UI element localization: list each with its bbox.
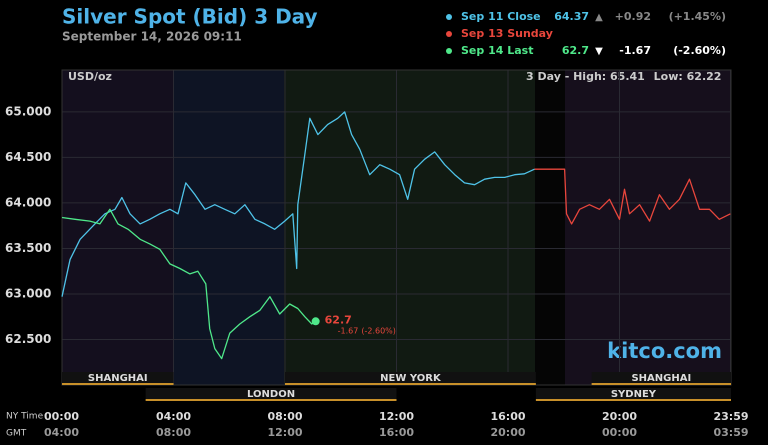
series-line (61, 111, 535, 297)
change: -1.67 (338, 326, 359, 335)
gmt-tick-label: 03:59 (714, 426, 749, 439)
session-shade (174, 70, 284, 385)
y-tick-label: 63.000 (5, 286, 51, 300)
x-tick-label: 04:00 (156, 410, 191, 423)
session-bg (285, 372, 536, 383)
y-tick-label: 62.500 (5, 332, 51, 346)
legend-change-pct: (-2.60%) (673, 44, 726, 57)
x-tick-label: 00:00 (44, 410, 79, 423)
session-bar (591, 383, 731, 385)
session-shade (535, 70, 565, 385)
session-shade (62, 70, 174, 385)
range-text: 3 Day - High: 65.41 Low: 62.22 (526, 70, 721, 83)
legend-arrow: ▲ (595, 12, 603, 23)
x-tick-label: 23:59 (714, 410, 749, 423)
session-bar (535, 399, 731, 401)
x-tick-label: 08:00 (267, 410, 302, 423)
session-bg (62, 372, 174, 383)
legend-marker (446, 14, 452, 20)
session-bar (285, 383, 536, 385)
x-row-label: NY Time (6, 412, 44, 422)
y-axis-label: USD/oz (68, 70, 112, 83)
range-low: 62.22 (687, 70, 722, 83)
gmt-tick-label: 20:00 (490, 426, 525, 439)
gmt-tick-label: 12:00 (267, 426, 302, 439)
session-label: SHANGHAI (631, 373, 691, 384)
gmt-tick-label: 04:00 (44, 426, 79, 439)
range-high: 65.41 (610, 70, 645, 83)
y-tick-label: 64.000 (5, 195, 51, 209)
legend-change: +0.92 (615, 10, 651, 23)
y-tick-label: 65.000 (5, 104, 51, 118)
x-tick-label: 16:00 (490, 410, 525, 423)
legend-last: 62.7 (562, 44, 589, 57)
legend-last: 64.37 (554, 10, 589, 23)
y-tick-label: 63.500 (5, 241, 51, 255)
last-change: -1.67 (-2.60%) (338, 326, 396, 335)
session-bg (535, 388, 731, 399)
watermark: kitco.com (607, 339, 722, 363)
y-tick-label: 64.500 (5, 150, 51, 164)
title: Silver Spot (Bid) 3 Day (62, 5, 318, 29)
last-value: 62.7 (325, 313, 352, 326)
legend-name: Sep 13 Sunday (461, 27, 553, 40)
legend-marker (446, 31, 452, 37)
session-label: NEW YORK (380, 373, 442, 384)
range-low-label: Low: (654, 70, 683, 83)
x-tick-label: 20:00 (602, 410, 637, 423)
legend-marker (446, 48, 452, 54)
legend-arrow: ▼ (595, 46, 603, 57)
legend-change-pct: (+1.45%) (669, 10, 726, 23)
session-bg (591, 372, 731, 383)
session-shade (284, 70, 535, 385)
legend-change: -1.67 (619, 44, 651, 57)
session-shade (565, 70, 731, 385)
series-line (61, 208, 317, 360)
last-point (311, 317, 320, 326)
subtitle: September 14, 2026 09:11 (62, 30, 242, 44)
gmt-tick-label: 16:00 (379, 426, 414, 439)
session-label: SHANGHAI (88, 373, 148, 384)
legend-name: Sep 14 Last (461, 44, 533, 57)
gmt-tick-label: 08:00 (156, 426, 191, 439)
session-bar (145, 399, 397, 401)
series-line (534, 168, 731, 225)
session-bar (62, 383, 174, 385)
session-label: LONDON (247, 389, 295, 400)
x-row-label: GMT (6, 429, 27, 439)
x-tick-label: 12:00 (379, 410, 414, 423)
legend-name: Sep 11 Close (461, 10, 541, 23)
range-label: 3 Day - High: (526, 70, 606, 83)
change-pct: (-2.60%) (361, 326, 396, 335)
gmt-tick-label: 00:00 (602, 426, 637, 439)
session-bg (145, 388, 397, 399)
session-label: SYDNEY (611, 389, 657, 400)
